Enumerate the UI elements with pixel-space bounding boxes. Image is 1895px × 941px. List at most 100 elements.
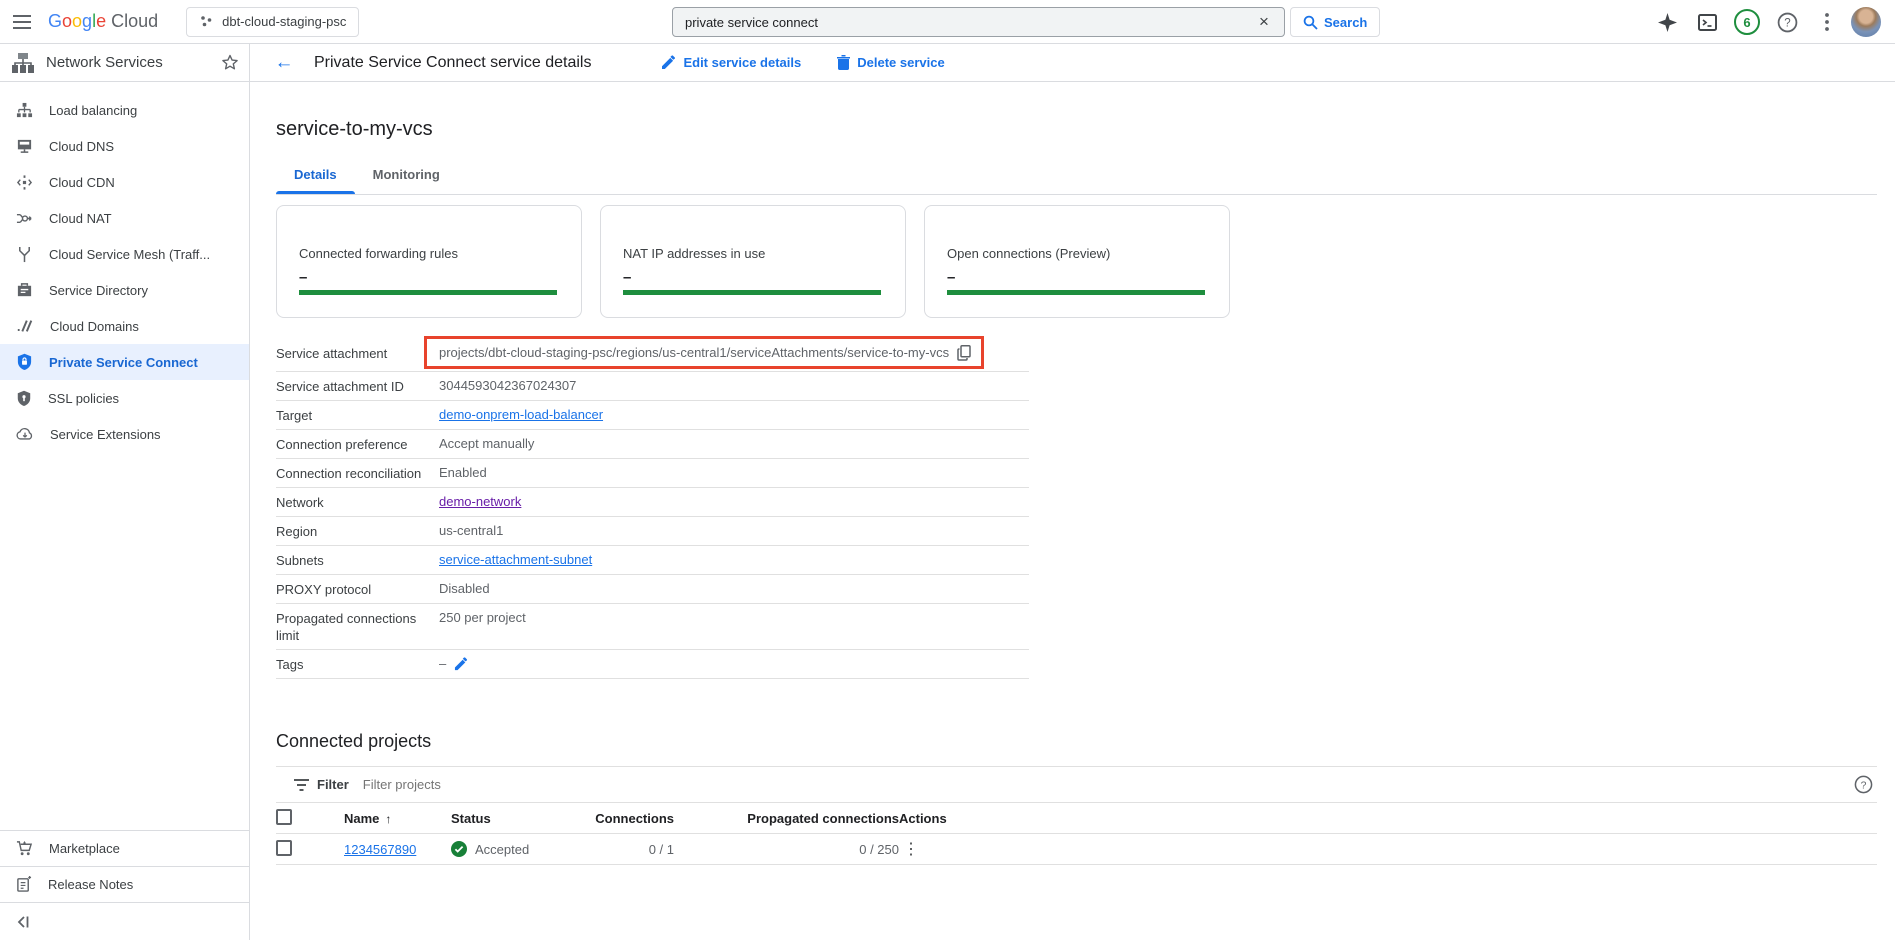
select-all-checkbox[interactable] [276,808,292,825]
detail-row-service-attachment-id: Service attachment ID 3044593042367024307 [276,372,1029,401]
filter-button[interactable]: Filter [294,777,349,792]
cloud-shell-icon[interactable] [1691,6,1723,38]
metric-card-title: Open connections (Preview) [947,246,1111,261]
filter-projects-input[interactable] [362,777,1854,792]
detail-value-text: us-central1 [439,523,504,538]
pencil-icon [662,55,676,69]
metric-card-bar [299,290,557,295]
tab-bar: Details Monitoring [276,157,1877,195]
sidebar-item-cloud-cdn[interactable]: Cloud CDN [0,164,249,200]
delete-service-button[interactable]: Delete service [837,55,945,70]
column-propagated-connections[interactable]: Propagated connections [674,802,899,834]
detail-value-link[interactable]: demo-onprem-load-balancer [439,407,604,422]
sidebar-footer-label: Release Notes [48,877,134,892]
detail-value: projects/dbt-cloud-staging-psc/regions/u… [424,336,1029,369]
metric-cards: Connected forwarding rules – NAT IP addres… [276,205,1877,318]
cloud-nat-icon [16,210,33,227]
sidebar-item-cloud-nat[interactable]: Cloud NAT [0,200,249,236]
detail-label: Connection preference [276,437,408,452]
sidebar-item-load-balancing[interactable]: Load balancing [0,92,249,128]
sidebar-item-label: Load balancing [49,102,138,118]
service-mesh-icon [16,246,33,263]
sidebar-footer-marketplace[interactable]: Marketplace [0,830,249,866]
row-actions-cell: ⋮ [899,833,1877,865]
sidebar-item-service-extensions[interactable]: Service Extensions [0,416,249,452]
detail-row-subnets: Subnets service-attachment-subnet [276,546,1029,575]
service-name-title: service-to-my-vcs [276,118,433,140]
row-actions-menu-icon[interactable]: ⋮ [903,841,919,858]
back-arrow-button[interactable]: ← [274,51,294,73]
detail-value-link[interactable]: service-attachment-subnet [439,552,593,567]
project-selector[interactable]: dbt-cloud-staging-psc [186,6,360,37]
network-services-icon [12,52,34,73]
sidebar-item-ssl-policies[interactable]: SSL policies [0,380,249,416]
detail-value: 250 per project [439,609,1029,626]
project-icon [201,16,212,27]
detail-value-link[interactable]: demo-network [439,494,522,509]
sidebar-item-cloud-domains[interactable]: Cloud Domains [0,308,249,344]
metric-card-bar [947,290,1205,295]
more-vert-icon[interactable] [1811,6,1843,38]
row-checkbox[interactable] [276,839,292,856]
shield-lock-icon [16,353,33,371]
help-icon[interactable]: ? [1771,6,1803,38]
search-button[interactable]: Search [1290,7,1381,37]
detail-value: Disabled [439,580,1029,597]
google-cloud-logo[interactable]: Google Cloud [48,11,158,32]
gemini-sparkle-icon[interactable] [1651,6,1683,38]
table-help-icon[interactable]: ? [1854,775,1873,794]
menu-icon[interactable] [0,0,44,44]
search-button-label: Search [1324,14,1368,30]
detail-value-text: 3044593042367024307 [439,378,577,393]
sidebar-footer-label: Marketplace [49,841,120,856]
detail-label: Service attachment ID [276,379,404,394]
row-connections-cell: 0 / 1 [595,833,674,865]
filter-toolbar: Filter ? [276,766,1877,802]
connections-value: 0 / 1 [648,841,674,857]
table-header-row: Name ↑ Status Connections Propagated conn… [276,802,1877,834]
sidebar-footer-release-notes[interactable]: Release Notes [0,866,249,902]
column-actions: Actions [899,802,1877,834]
detail-value: demo-onprem-load-balancer [439,406,1029,423]
metric-card-bar [623,290,881,295]
notifications-badge[interactable]: 6 [1731,6,1763,38]
cloud-cdn-icon [16,174,33,191]
status-badge: Accepted [451,841,595,857]
sidebar-item-label: Service Extensions [50,426,161,442]
connected-projects-table: Name ↑ Status Connections Propagated conn… [276,802,1877,865]
service-attachment-value: projects/dbt-cloud-staging-psc/regions/u… [439,345,950,360]
column-connections[interactable]: Connections [595,802,674,834]
edit-tags-pencil-icon[interactable] [454,656,468,671]
cloud-domains-icon [16,319,34,333]
sidebar-item-private-service-connect[interactable]: Private Service Connect [0,344,249,380]
detail-row-connection-reconciliation: Connection reconciliation Enabled [276,459,1029,488]
edit-service-button[interactable]: Edit service details [661,55,801,70]
clear-search-icon[interactable]: × [1259,12,1269,31]
pin-star-icon[interactable] [221,54,239,72]
avatar[interactable] [1851,7,1881,37]
search-icon [1303,15,1318,30]
connected-projects-title: Connected projects [276,731,432,751]
copy-icon[interactable] [957,344,971,361]
detail-row-propagated-connections-limit: Propagated connections limit 250 per proj… [276,604,1029,650]
logo-cloud-text: Cloud [111,11,159,31]
search-input[interactable] [685,14,1252,30]
propagated-value: 0 / 250 [859,841,899,857]
project-link[interactable]: 1234567890 [344,841,417,857]
collapse-sidebar-button[interactable] [0,902,249,940]
sidebar-item-label: Cloud Domains [50,318,139,334]
column-name[interactable]: Name ↑ [344,810,392,826]
detail-value: Enabled [439,464,1029,481]
shield-key-icon [16,390,32,407]
tab-monitoring[interactable]: Monitoring [372,167,440,182]
column-status[interactable]: Status [451,802,595,834]
sidebar-item-service-directory[interactable]: Service Directory [0,272,249,308]
svg-text:?: ? [1784,17,1790,29]
sidebar-item-cloud-dns[interactable]: Cloud DNS [0,128,249,164]
detail-value: us-central1 [439,522,1029,539]
sidebar-item-cloud-service-mesh-traff[interactable]: Cloud Service Mesh (Traff... [0,236,249,272]
tab-details[interactable]: Details [276,157,355,194]
sidebar-item-label: Private Service Connect [49,354,198,370]
detail-row-connection-preference: Connection preference Accept manually [276,430,1029,459]
detail-label: Subnets [276,553,324,568]
